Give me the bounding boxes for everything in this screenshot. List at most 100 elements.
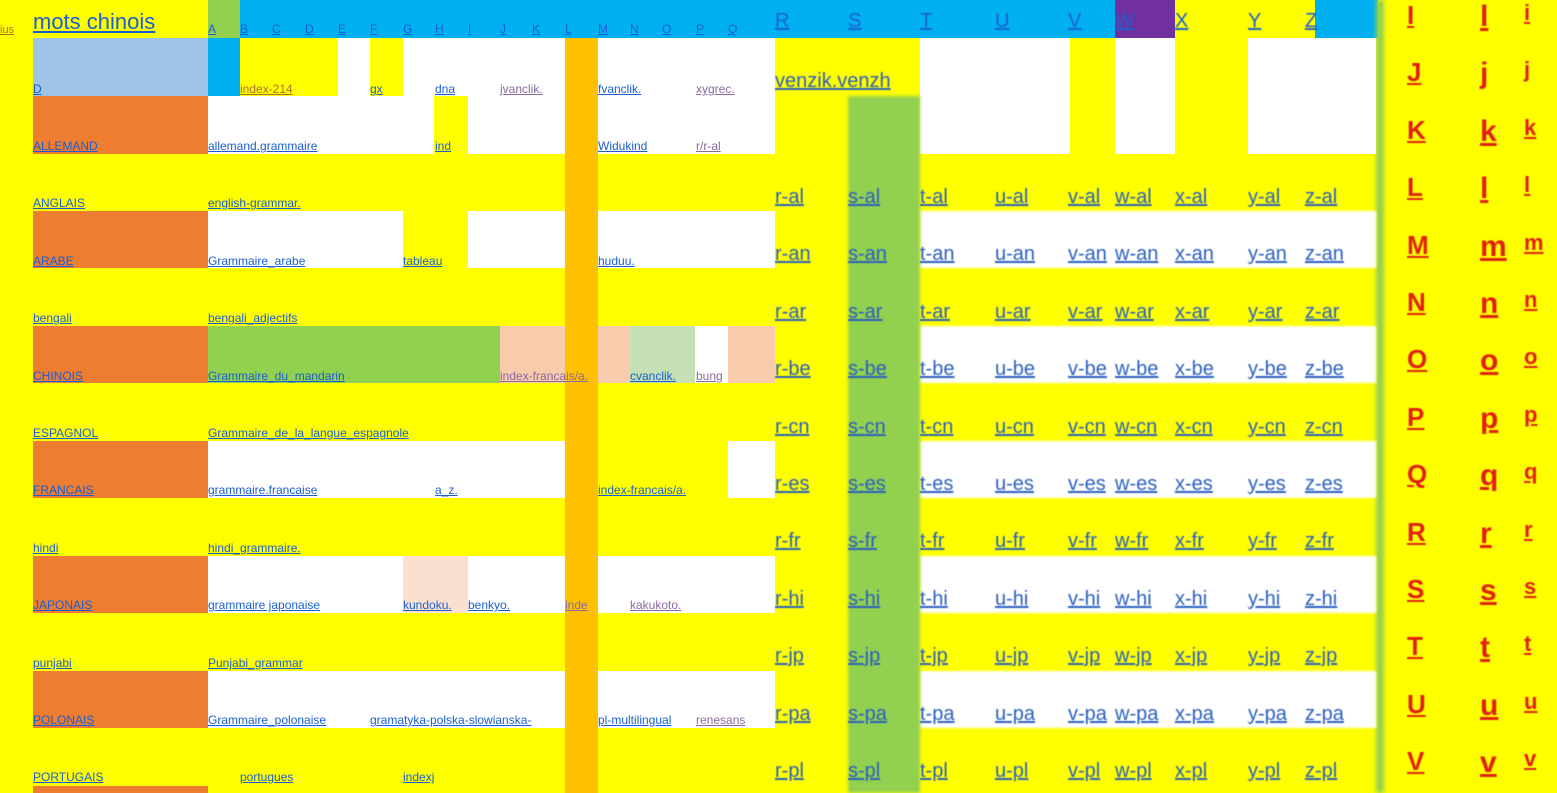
suffix-link[interactable]: r-jp xyxy=(775,645,804,667)
big-letter-link[interactable]: R xyxy=(1407,517,1426,547)
suffix-link[interactable]: y-jp xyxy=(1248,645,1281,667)
language-link[interactable]: ESPAGNOL xyxy=(33,426,99,440)
big-letter-link[interactable]: o xyxy=(1524,344,1538,369)
suffix-link[interactable]: z-an xyxy=(1305,243,1344,265)
header-col-P[interactable]: P xyxy=(696,22,705,36)
extra-link[interactable]: renesans xyxy=(696,713,746,727)
suffix-link[interactable]: z-es xyxy=(1305,473,1343,495)
big-letter-link[interactable]: l xyxy=(1480,172,1489,205)
suffix-link[interactable]: v-jp xyxy=(1068,645,1101,667)
big-letter-link[interactable]: O xyxy=(1407,344,1428,374)
header-col-H[interactable]: H xyxy=(435,22,444,36)
big-letter-link[interactable]: T xyxy=(1407,631,1423,661)
suffix-link[interactable]: z-be xyxy=(1305,358,1344,380)
header-col-U[interactable]: U xyxy=(995,10,1010,32)
suffix-link[interactable]: u-hi xyxy=(995,588,1029,610)
index-214-link[interactable]: index-214 xyxy=(240,82,293,96)
suffix-link[interactable]: s-jp xyxy=(848,645,881,667)
big-letter-link[interactable]: l xyxy=(1524,172,1531,197)
big-letter-link[interactable]: t xyxy=(1524,631,1532,656)
big-letter-link[interactable]: v xyxy=(1480,746,1497,779)
row-d-link[interactable]: D xyxy=(33,82,42,96)
suffix-link[interactable]: s-hi xyxy=(848,588,881,610)
suffix-link[interactable]: y-cn xyxy=(1248,416,1286,438)
suffix-link[interactable]: s-be xyxy=(848,358,887,380)
big-letter-link[interactable]: s xyxy=(1524,574,1537,599)
suffix-link[interactable]: r-fr xyxy=(775,530,801,552)
big-letter-link[interactable]: q xyxy=(1524,459,1538,484)
left-stub[interactable]: ius xyxy=(0,24,15,36)
language-link[interactable]: FRANCAIS xyxy=(33,483,94,497)
big-letter-link[interactable]: r xyxy=(1480,517,1492,550)
suffix-link[interactable]: x-cn xyxy=(1175,416,1213,438)
grammar-link[interactable]: Grammaire_arabe xyxy=(208,254,306,268)
jvanclik-link[interactable]: jvanclik. xyxy=(500,82,543,96)
suffix-link[interactable]: v-fr xyxy=(1068,530,1097,552)
suffix-link[interactable]: u-cn xyxy=(995,416,1034,438)
big-letter-link[interactable]: n xyxy=(1480,287,1499,320)
suffix-link[interactable]: z-pa xyxy=(1305,703,1344,725)
grammar-link[interactable]: Punjabi_grammar xyxy=(208,656,303,670)
big-letter-link[interactable]: Q xyxy=(1407,459,1428,489)
suffix-link[interactable]: w-hi xyxy=(1115,588,1152,610)
suffix-link[interactable]: y-ar xyxy=(1248,301,1283,323)
big-letter-link[interactable]: U xyxy=(1407,689,1426,719)
header-col-K[interactable]: K xyxy=(532,22,541,36)
suffix-link[interactable]: s-pa xyxy=(848,703,887,725)
header-col-Z[interactable]: Z xyxy=(1305,10,1318,32)
xygrec-link[interactable]: xygrec. xyxy=(696,82,735,96)
language-link[interactable]: CHINOIS xyxy=(33,369,84,383)
extra-link[interactable]: Widukind xyxy=(598,139,648,153)
suffix-link[interactable]: w-pa xyxy=(1115,703,1159,725)
suffix-link[interactable]: r-be xyxy=(775,358,811,380)
suffix-link[interactable]: t-pa xyxy=(920,703,955,725)
suffix-link[interactable]: w-be xyxy=(1115,358,1159,380)
page-title[interactable]: mots chinois xyxy=(33,9,156,34)
big-letter-link[interactable]: S xyxy=(1407,574,1425,604)
big-letter-link[interactable]: K xyxy=(1407,115,1426,145)
grammar-link[interactable]: hindi_grammaire. xyxy=(208,541,301,555)
suffix-link[interactable]: r-ar xyxy=(775,301,807,323)
grammar-link[interactable]: bengali_adjectifs xyxy=(208,311,298,325)
big-letter-link[interactable]: J xyxy=(1407,57,1422,87)
venzik-link[interactable]: venzik.venzh xyxy=(775,70,891,92)
suffix-link[interactable]: x-pa xyxy=(1175,703,1214,725)
suffix-link[interactable]: u-jp xyxy=(995,645,1029,667)
suffix-link[interactable]: u-ar xyxy=(995,301,1031,323)
suffix-link[interactable]: w-pl xyxy=(1115,760,1152,782)
suffix-link[interactable]: s-ar xyxy=(848,301,883,323)
language-link[interactable]: POLONAIS xyxy=(33,713,95,727)
suffix-link[interactable]: u-be xyxy=(995,358,1036,380)
grammar-link[interactable]: portugues xyxy=(240,770,294,784)
suffix-link[interactable]: u-an xyxy=(995,243,1036,265)
header-col-C[interactable]: C xyxy=(272,22,281,36)
grammar-link[interactable]: allemand.grammaire xyxy=(208,139,318,153)
suffix-link[interactable]: w-ar xyxy=(1115,301,1154,323)
big-letter-link[interactable]: l xyxy=(1480,0,1489,33)
big-letter-link[interactable]: V xyxy=(1407,746,1425,776)
suffix-link[interactable]: t-an xyxy=(920,243,955,265)
extra-link[interactable]: bung xyxy=(696,369,723,383)
gx-link[interactable]: gx xyxy=(370,82,383,96)
big-letter-link[interactable]: t xyxy=(1480,631,1490,664)
extra-link[interactable]: kakukoto. xyxy=(630,598,682,612)
extra-link[interactable]: huduu. xyxy=(598,254,635,268)
language-link[interactable]: PORTUGAIS xyxy=(33,770,104,784)
suffix-link[interactable]: v-pl xyxy=(1068,760,1101,782)
suffix-link[interactable]: z-jp xyxy=(1305,645,1338,667)
language-link[interactable]: bengali xyxy=(33,311,72,325)
fvanclik-link[interactable]: fvanclik. xyxy=(598,82,642,96)
language-link[interactable]: ARABE xyxy=(33,254,74,268)
suffix-link[interactable]: r-cn xyxy=(775,416,810,438)
suffix-link[interactable]: r-al xyxy=(775,186,804,208)
suffix-link[interactable]: y-fr xyxy=(1248,530,1277,552)
big-letter-link[interactable]: m xyxy=(1480,230,1507,263)
suffix-link[interactable]: v-be xyxy=(1068,358,1107,380)
suffix-link[interactable]: x-es xyxy=(1175,473,1213,495)
header-col-W[interactable]: W xyxy=(1115,10,1134,32)
big-letter-link[interactable]: r xyxy=(1524,517,1533,542)
suffix-link[interactable]: v-ar xyxy=(1068,301,1103,323)
suffix-link[interactable]: t-al xyxy=(920,186,948,208)
header-col-Y[interactable]: Y xyxy=(1248,10,1262,32)
suffix-link[interactable]: v-cn xyxy=(1068,416,1106,438)
